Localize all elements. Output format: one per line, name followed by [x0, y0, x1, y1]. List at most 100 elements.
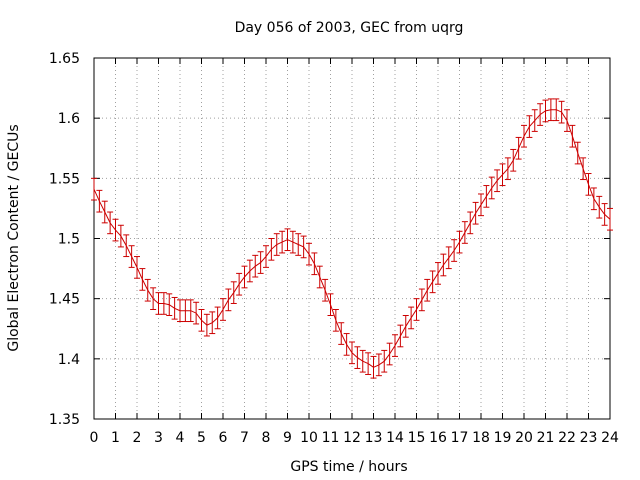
error-bar — [316, 265, 323, 289]
y-tick-label: 1.45 — [49, 292, 80, 308]
error-bar — [295, 233, 302, 256]
error-bar — [177, 299, 183, 323]
x-tick-label: 1 — [111, 430, 120, 446]
error-bar — [494, 169, 501, 193]
error-bar — [268, 238, 275, 261]
error-bar — [472, 201, 479, 225]
error-bar — [91, 177, 97, 201]
error-bar — [311, 252, 318, 276]
x-tick-label: 24 — [601, 430, 619, 446]
error-bar — [284, 228, 291, 252]
error-bar — [322, 278, 329, 302]
error-bar — [279, 230, 286, 254]
y-tick-label: 1.6 — [58, 111, 80, 127]
error-bar — [203, 313, 210, 337]
error-bar — [182, 299, 189, 323]
x-tick-label: 14 — [386, 430, 404, 446]
error-bar — [435, 262, 441, 285]
error-bar — [134, 256, 140, 279]
x-tick-label: 22 — [558, 430, 576, 446]
error-bar — [230, 281, 237, 304]
error-bar — [257, 251, 264, 274]
error-bar — [542, 99, 549, 123]
error-bar — [306, 242, 312, 266]
error-bar — [365, 352, 372, 375]
error-bar — [359, 349, 366, 373]
error-bar — [338, 322, 345, 345]
error-bar — [144, 278, 151, 302]
error-bar — [451, 239, 458, 262]
x-tick-label: 23 — [580, 430, 598, 446]
error-bar — [564, 109, 570, 132]
error-bar — [408, 306, 415, 330]
error-bar — [155, 292, 162, 315]
error-bar — [123, 234, 130, 258]
error-bar — [440, 253, 447, 277]
y-axis-label: Global Electron Content / GECUs — [6, 124, 22, 351]
y-tick-label: 1.5 — [58, 232, 80, 248]
error-bar — [569, 124, 576, 148]
error-bar — [515, 136, 522, 160]
x-tick-label: 8 — [262, 430, 271, 446]
error-bar — [225, 288, 232, 312]
x-axis-label: GPS time / hours — [290, 459, 407, 475]
x-tick-label: 9 — [283, 430, 292, 446]
error-bar — [327, 293, 334, 317]
error-bar — [160, 292, 167, 315]
error-bar — [375, 353, 382, 377]
error-bar — [601, 203, 608, 226]
error-bar — [478, 193, 484, 217]
error-bar — [220, 298, 226, 321]
error-bar — [607, 207, 613, 231]
chart-title: Day 056 of 2003, GEC from uqrg — [235, 20, 464, 36]
series-group — [91, 98, 613, 379]
error-bar — [488, 176, 495, 200]
error-bar — [246, 259, 253, 283]
error-bar — [252, 254, 259, 278]
error-bar — [112, 218, 119, 242]
error-bar — [193, 301, 200, 325]
error-bar — [117, 224, 124, 248]
error-bar — [198, 308, 205, 332]
error-bar — [413, 298, 420, 321]
error-bar — [510, 148, 517, 172]
error-bar — [354, 346, 361, 369]
error-bar — [553, 98, 560, 122]
error-bar — [558, 100, 565, 124]
x-tick-label: 12 — [343, 430, 361, 446]
error-bar — [418, 288, 425, 312]
error-bar — [521, 124, 527, 148]
error-bar — [349, 341, 355, 365]
error-bar — [537, 103, 544, 126]
x-tick-label: 17 — [451, 430, 469, 446]
error-bar — [445, 246, 452, 270]
grid — [94, 58, 610, 419]
x-tick-label: 13 — [365, 430, 383, 446]
error-bar — [139, 268, 146, 291]
error-bar — [461, 221, 468, 244]
error-bar — [585, 173, 592, 196]
error-bar — [392, 334, 398, 357]
error-bar — [580, 157, 587, 181]
error-bar — [187, 299, 194, 323]
error-bar — [424, 278, 431, 302]
x-tick-label: 5 — [197, 430, 206, 446]
x-tick-label: 19 — [494, 430, 512, 446]
error-bar — [590, 187, 597, 211]
error-bar — [574, 141, 581, 165]
error-bar — [289, 230, 296, 254]
error-bar — [429, 270, 436, 294]
error-bar — [241, 265, 248, 289]
error-bar — [526, 115, 533, 138]
x-tick-label: 2 — [133, 430, 142, 446]
error-bar — [332, 308, 339, 332]
y-tick-label: 1.35 — [49, 412, 80, 428]
error-bar — [107, 211, 114, 235]
error-bar — [273, 233, 280, 256]
error-bar — [499, 163, 506, 187]
x-tick-label: 16 — [429, 430, 447, 446]
x-tick-label: 4 — [176, 430, 185, 446]
error-bar — [386, 342, 393, 366]
y-tick-label: 1.4 — [58, 352, 80, 368]
error-bar — [596, 195, 603, 219]
